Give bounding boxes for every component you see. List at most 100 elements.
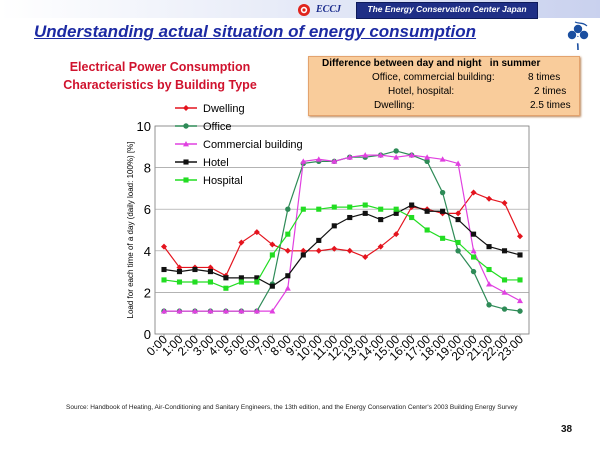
legend-label: Hotel [203, 157, 229, 169]
data-point-dwelling [331, 245, 338, 252]
data-point-commercial-building [408, 152, 415, 158]
data-point-hospital [269, 252, 275, 258]
legend-label: Hospital [203, 175, 243, 187]
eccj-logo-text: ECCJ [316, 4, 342, 15]
y-axis-label: Load for each time of a day (daily load:… [126, 142, 135, 319]
data-point-hotel [486, 244, 492, 250]
data-point-hotel [176, 269, 183, 275]
data-point-dwelling [269, 241, 276, 248]
data-point-dwelling [470, 189, 477, 196]
data-point-commercial-building [439, 156, 446, 162]
data-point-hospital [238, 279, 244, 285]
data-point-office [517, 308, 523, 314]
summary-heading: Difference between day and night in summ… [322, 58, 541, 69]
data-point-hotel [471, 231, 477, 237]
source-note: Source: Handbook of Heating, Air-Conditi… [66, 404, 518, 411]
data-point-hospital [378, 206, 384, 212]
data-point-hotel [501, 248, 508, 254]
summary-row-value: 8 times [528, 72, 561, 83]
data-point-dwelling [284, 247, 291, 254]
data-point-dwelling [238, 239, 245, 246]
data-point-hotel [440, 208, 446, 214]
legend-marker-commercial-building [183, 141, 189, 147]
data-point-dwelling [161, 243, 167, 250]
data-point-hospital [501, 277, 508, 283]
data-point-commercial-building [424, 154, 431, 160]
data-point-commercial-building [517, 297, 523, 304]
data-point-hospital [517, 277, 523, 283]
summary-row-value: 2 times [534, 86, 567, 97]
data-point-dwelling [501, 199, 508, 206]
data-point-hotel [393, 210, 399, 216]
data-point-hospital [161, 277, 167, 283]
data-point-commercial-building [176, 308, 183, 314]
data-point-hospital [486, 266, 492, 273]
data-point-commercial-building [284, 285, 291, 291]
data-point-office [439, 189, 446, 196]
summary-row-label: Office, commercial building: [372, 72, 495, 83]
y-tick-label: 10 [137, 119, 151, 134]
data-point-hotel [223, 275, 229, 281]
data-point-dwelling [362, 254, 369, 261]
data-point-hospital [207, 279, 213, 285]
data-point-dwelling [300, 247, 307, 254]
data-point-office [470, 268, 477, 275]
data-point-dwelling [393, 231, 400, 238]
org-name: The Energy Conservation Center Japan [367, 4, 527, 14]
legend-label: Office [203, 121, 232, 133]
summary-row-value: 2.5 times [530, 100, 571, 111]
data-point-hotel [517, 252, 523, 258]
series-line-hotel [163, 204, 521, 287]
data-point-hotel [362, 210, 368, 216]
legend-marker-hospital [183, 177, 189, 183]
data-point-commercial-building [393, 154, 400, 160]
data-point-hotel [254, 275, 260, 281]
data-point-dwelling [253, 229, 260, 236]
y-tick-label: 2 [144, 285, 151, 300]
data-point-commercial-building [315, 156, 322, 162]
data-point-hotel [455, 217, 461, 223]
chart-subtitle: Characteristics by Building Type [63, 78, 257, 92]
data-point-hotel [409, 202, 415, 208]
data-point-hospital [424, 227, 430, 233]
data-point-commercial-building [269, 308, 276, 314]
data-point-office [285, 206, 291, 212]
data-point-hospital [176, 279, 183, 285]
data-point-commercial-building [207, 308, 214, 314]
data-point-hospital [455, 239, 461, 246]
data-point-dwelling [176, 264, 183, 271]
data-point-dwelling [486, 195, 493, 202]
data-point-dwelling [346, 247, 353, 254]
data-point-hotel [269, 283, 275, 289]
data-point-office [501, 306, 508, 312]
data-point-hospital [440, 235, 446, 241]
data-point-hotel [316, 237, 322, 243]
legend-marker-dwelling [183, 105, 189, 111]
data-point-commercial-building [362, 152, 369, 158]
data-point-hotel [285, 273, 291, 279]
data-point-commercial-building [377, 152, 384, 158]
data-point-commercial-building [300, 158, 307, 164]
data-point-hospital [347, 204, 353, 210]
data-point-hotel [207, 269, 213, 275]
data-point-hotel [161, 266, 167, 273]
series-line-commercial-building [164, 154, 521, 312]
data-point-dwelling [455, 210, 462, 217]
data-point-commercial-building [253, 308, 260, 314]
data-point-hotel [347, 214, 353, 221]
data-point-hospital [409, 214, 415, 221]
data-point-commercial-building [470, 247, 477, 254]
data-point-hotel [378, 217, 384, 223]
data-point-hotel [192, 266, 198, 273]
data-point-hospital [471, 254, 477, 260]
data-point-commercial-building [346, 154, 353, 160]
data-point-hospital [254, 279, 260, 285]
summary-box [308, 56, 580, 116]
legend-marker-hotel [183, 159, 189, 165]
page-title: Understanding actual situation of energy… [34, 22, 477, 41]
data-point-hospital [393, 206, 399, 212]
data-point-commercial-building [486, 281, 493, 287]
summary-row-label: Dwelling: [374, 100, 415, 111]
legend-marker-office [183, 123, 189, 129]
